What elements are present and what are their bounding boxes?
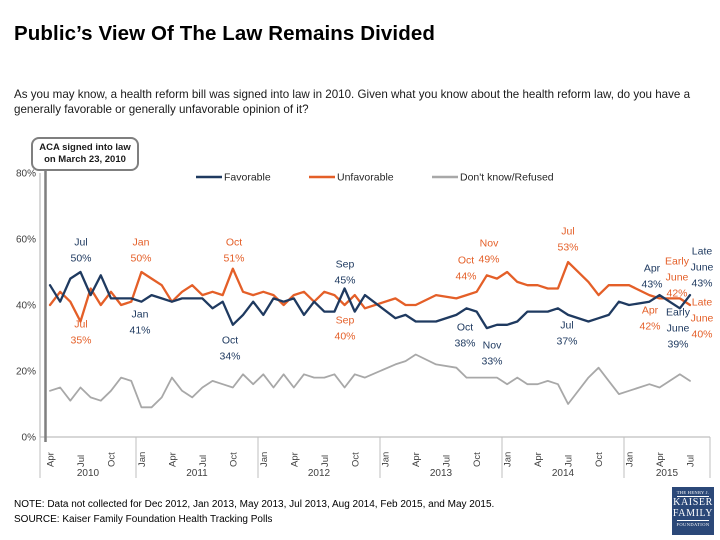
annotation-unfav: Jul: [74, 319, 87, 331]
y-tick-label: 20%: [16, 367, 36, 378]
favorable-line: [48, 270, 692, 330]
annotation-fav: Jul: [560, 320, 573, 332]
annotation-unfav: June: [691, 313, 714, 325]
page-title: Public’s View Of The Law Remains Divided: [14, 22, 435, 45]
legend-label-fav: Favorable: [224, 172, 271, 184]
annotation-fav: 33%: [481, 356, 502, 368]
aca-callout-line2: on March 23, 2010: [44, 154, 126, 165]
x-tick-label: Jul: [320, 455, 331, 467]
x-tick-label: Jul: [76, 455, 87, 467]
x-tick-label: Apr: [533, 452, 544, 467]
annotation-unfav: Jul: [561, 226, 574, 238]
annotation-unfav: 35%: [70, 335, 91, 347]
x-year-label: 2015: [656, 468, 679, 479]
annotation-unfav: June: [666, 272, 689, 284]
annotation-fav: 34%: [219, 351, 240, 363]
annotation-unfav: 44%: [455, 271, 476, 283]
x-tick-label: Oct: [106, 452, 117, 467]
x-year-label: 2012: [308, 468, 331, 479]
x-year-label: 2010: [77, 468, 100, 479]
chart-svg: 0% 20% 40% 60% 80% Apr Jul Oct Jan Apr Jul Oct Jan Ap…: [16, 168, 714, 479]
annotation-fav: Sep: [336, 259, 355, 271]
annotation-fav: 43%: [691, 278, 712, 290]
x-tick-label: Apr: [289, 452, 300, 467]
logo-rule-top: [677, 496, 709, 497]
x-tick-label: Oct: [228, 452, 239, 467]
annotation-unfav: Oct: [226, 237, 242, 249]
annotation-fav: Apr: [644, 263, 661, 275]
annotation-fav: Oct: [222, 335, 238, 347]
x-tick-label: Apr: [655, 452, 666, 467]
annotation-fav: Jan: [132, 309, 149, 321]
annotation-unfav: 40%: [334, 331, 355, 343]
x-tick-label: Jan: [625, 452, 636, 467]
annotation-unfav: Late: [692, 297, 713, 309]
x-tick-label: Jan: [381, 452, 392, 467]
logo-family-text: FAMILY: [672, 507, 714, 519]
annotation-fav: 43%: [641, 279, 662, 291]
aca-callout: ACA signed into law on March 23, 2010: [31, 137, 139, 171]
y-tick-label: 40%: [16, 301, 36, 312]
annotation-fav: 37%: [556, 336, 577, 348]
annotation-fav: June: [691, 262, 714, 274]
annotation-unfav: Sep: [336, 315, 355, 327]
annotation-fav: Nov: [483, 340, 502, 352]
annotation-fav: 41%: [129, 325, 150, 337]
y-tick-label: 60%: [16, 235, 36, 246]
aca-callout-line1: ACA signed into law: [39, 142, 131, 153]
x-tick-label: Jan: [137, 452, 148, 467]
annotation-unfav: 53%: [557, 242, 578, 254]
annotation-unfav: Jan: [133, 237, 150, 249]
annotation-fav: 45%: [334, 275, 355, 287]
logo-foundation-text: FOUNDATION: [676, 522, 710, 527]
logo-kaiser-text: KAISER: [673, 497, 713, 508]
annotation-unfav: 42%: [666, 288, 687, 300]
annotation-unfav: 51%: [223, 253, 244, 265]
x-year-label: 2011: [186, 468, 208, 479]
don-t-know-refused-line: [49, 353, 691, 409]
y-tick-label: 80%: [16, 169, 36, 180]
kff-logo: THE HENRY J. KAISER FAMILY FOUNDATION: [672, 487, 714, 535]
x-tick-label: Oct: [594, 452, 605, 467]
y-tick-label: 0%: [22, 433, 37, 444]
annotation-fav: June: [667, 323, 690, 335]
x-year-label: 2014: [552, 468, 575, 479]
logo-top-text: THE HENRY J.: [676, 490, 710, 495]
annotation-fav: 38%: [454, 338, 475, 350]
annotation-unfav: 50%: [130, 253, 151, 265]
x-year-label: 2013: [430, 468, 453, 479]
x-tick-label: Jul: [198, 455, 209, 467]
x-tick-label: Oct: [472, 452, 483, 467]
unfavorable-line: [48, 260, 692, 323]
x-tick-label: Jul: [686, 455, 697, 467]
x-tick-label: Jan: [503, 452, 514, 467]
annotation-fav: 39%: [667, 339, 688, 351]
note-text: NOTE: Data not collected for Dec 2012, J…: [14, 499, 495, 510]
logo-rule-bottom: [677, 520, 709, 521]
annotation-unfav: Oct: [458, 255, 474, 267]
annotation-unfav: Apr: [642, 305, 659, 317]
x-tick-label: Apr: [167, 452, 178, 467]
x-tick-label: Jan: [259, 452, 270, 467]
annotation-fav: Early: [666, 307, 691, 319]
annotation-unfav: Early: [665, 256, 690, 268]
source-text: SOURCE: Kaiser Family Foundation Health …: [14, 514, 273, 525]
annotation-fav: Oct: [457, 322, 473, 334]
x-tick-label: Jul: [442, 455, 453, 467]
annotation-unfav: 49%: [478, 254, 499, 266]
annotation-fav: 50%: [70, 253, 91, 265]
annotation-unfav: 42%: [639, 321, 660, 333]
legend-label-dk: Don't know/Refused: [460, 172, 554, 184]
annotation-fav: Jul: [74, 237, 87, 249]
annotation-unfav: Nov: [480, 238, 499, 250]
annotation-unfav: 40%: [691, 329, 712, 341]
annotation-fav: Late: [692, 246, 713, 258]
x-tick-label: Jul: [564, 455, 575, 467]
x-tick-label: Apr: [411, 452, 422, 467]
x-tick-label: Apr: [46, 452, 57, 467]
x-tick-label: Oct: [350, 452, 361, 467]
survey-question-text: As you may know, a health reform bill wa…: [14, 88, 691, 116]
legend-label-unfav: Unfavorable: [337, 172, 394, 184]
